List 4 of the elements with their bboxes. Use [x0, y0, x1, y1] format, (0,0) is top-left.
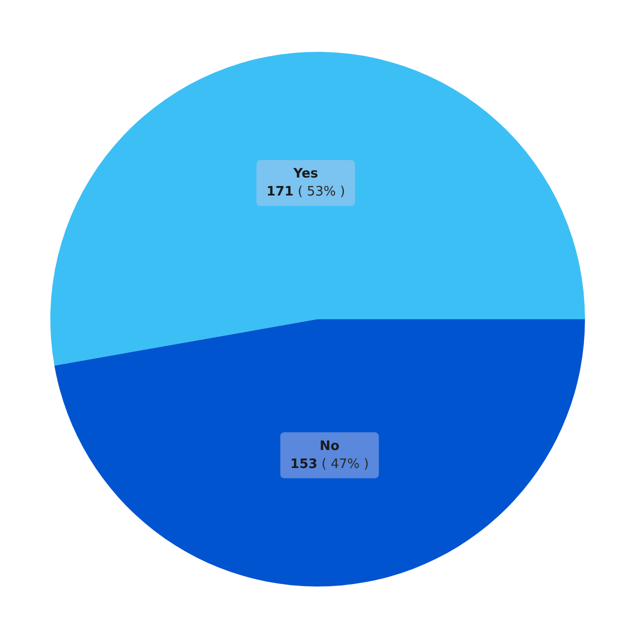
- data-label: 153 ( 47% ): [290, 456, 369, 472]
- data-label: 171 ( 53% ): [266, 184, 346, 200]
- slice-label: No: [320, 438, 340, 454]
- slice-label: Yes: [292, 166, 318, 182]
